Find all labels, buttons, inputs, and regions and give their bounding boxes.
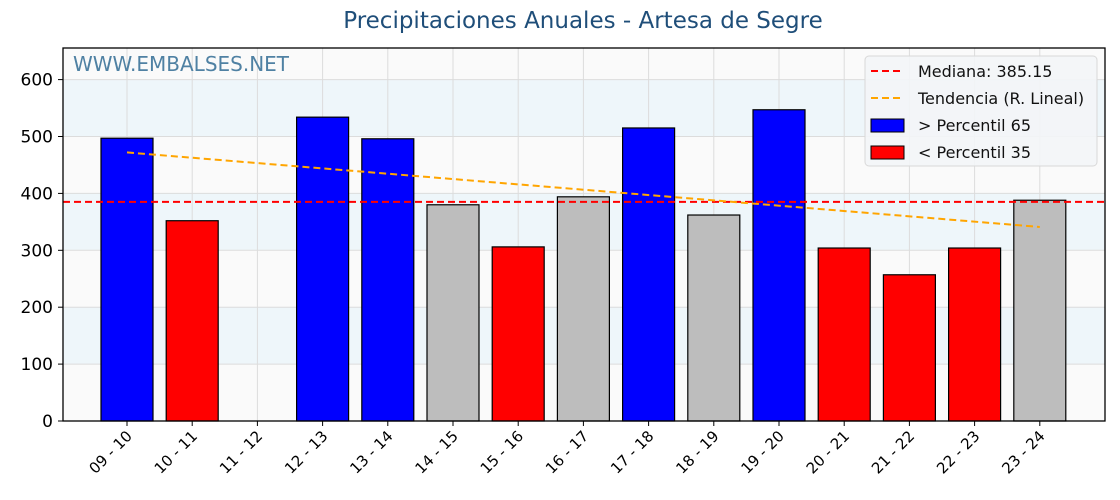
bar-15-16: 15 - 16: 306 (491, 246, 545, 422)
legend-box (864, 55, 1098, 167)
x-tick-label: 22 - 23 (933, 427, 983, 477)
bar-10-11: 10 - 11: 352 (165, 220, 219, 422)
x-tick-label: 18 - 19 (672, 427, 722, 477)
y-tick-label: 0 (42, 412, 53, 432)
watermark: WWW.EMBALSES.NET (73, 52, 290, 76)
x-tick-label: 23 - 24 (998, 427, 1048, 477)
x-axis: 09 - 10 10 - 11 11 - 12 12 - 13 13 - 14 14 - … (86, 421, 1049, 477)
legend-label: Mediana: 385.15 (918, 62, 1052, 81)
bars: 09 - 10: 49710 - 11: 352 12 - 13: 53413 -… (100, 109, 1067, 422)
bar-09-10: 09 - 10: 497 (100, 137, 154, 422)
y-tick-label: 600 (21, 71, 53, 91)
x-tick-label: 16 - 17 (542, 427, 592, 477)
legend-label: Tendencia (R. Lineal) (917, 89, 1084, 108)
legend-patch-icon (870, 145, 905, 160)
legend-patch-icon (870, 118, 905, 133)
bar-17-18: 17 - 18: 515 (621, 127, 676, 422)
bar-19-20: 19 - 20: 547 (752, 109, 806, 422)
bar-20-21: 20 - 21: 304 (817, 247, 871, 422)
x-tick-label: 11 - 12 (216, 427, 266, 477)
trend-line (126, 151, 1040, 228)
bar-13-14: 13 - 14: 496 (361, 138, 415, 422)
x-tick-label: 20 - 21 (803, 427, 853, 477)
y-tick-label: 400 (21, 184, 53, 204)
x-tick-label: 13 - 14 (346, 427, 396, 477)
reference-lines (63, 151, 1105, 228)
bar-16-17: 16 - 17: 394 (556, 196, 611, 422)
x-tick-label: 12 - 13 (281, 427, 331, 477)
x-tick-label: 14 - 15 (412, 427, 462, 477)
bar-21-22: 21 - 22: 257 (882, 274, 937, 422)
y-tick-label: 200 (21, 298, 53, 318)
x-tick-label: 15 - 16 (477, 427, 527, 477)
bar-23-24: 23 - 24: 388 (1013, 199, 1067, 422)
legend-label: > Percentil 65 (918, 116, 1031, 135)
x-tick-label: 21 - 22 (868, 427, 918, 477)
y-axis: 0 100 200 300 400 500 600 (21, 71, 63, 432)
chart-title: Precipitaciones Anuales - Artesa de Segr… (343, 8, 823, 34)
y-tick-label: 300 (21, 241, 53, 261)
x-tick-label: 09 - 10 (86, 427, 136, 477)
y-tick-label: 100 (21, 355, 53, 375)
legend-label: < Percentil 35 (918, 143, 1031, 162)
x-tick-label: 19 - 20 (738, 427, 788, 477)
bar-14-15: 14 - 15: 380 (426, 204, 480, 422)
x-tick-label: 10 - 11 (151, 427, 201, 477)
legend: Mediana: 385.15 Tendencia (R. Lineal) > P… (864, 55, 1098, 167)
bar-12-13: 12 - 13: 534 (296, 116, 350, 422)
plot-frame (62, 47, 1106, 422)
bar-22-23: 22 - 23: 304 (947, 247, 1002, 422)
x-tick-label: 17 - 18 (607, 427, 657, 477)
y-tick-label: 500 (21, 128, 53, 148)
bar-18-19: 18 - 19: 362 (687, 214, 741, 422)
